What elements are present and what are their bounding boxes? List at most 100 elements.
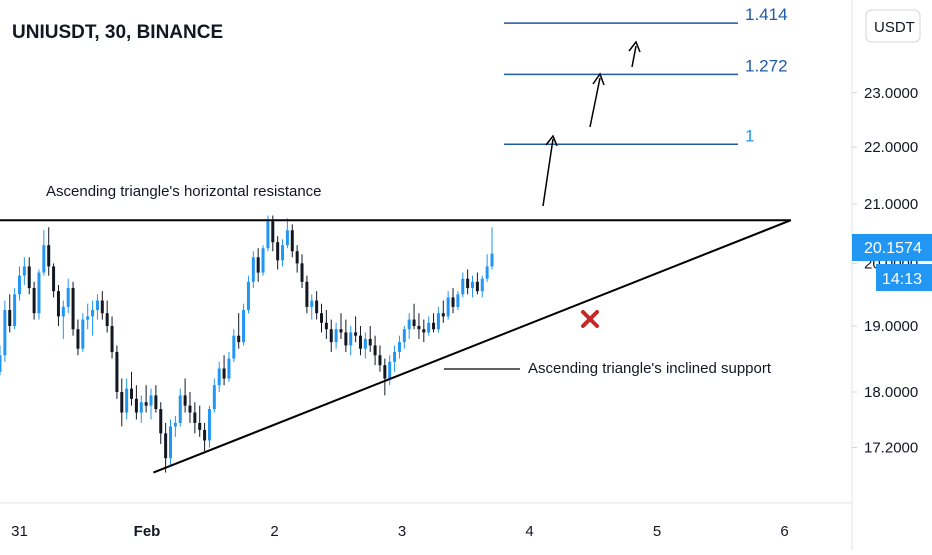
candle (81, 313, 85, 352)
candle (276, 236, 280, 270)
candle (490, 227, 494, 270)
candle (198, 405, 202, 437)
last-price-value: 20.1574 (864, 240, 922, 257)
candle (261, 245, 265, 276)
y-tick-label: 18.0000 (864, 384, 918, 401)
candle (222, 355, 226, 386)
candle (47, 227, 51, 276)
fib-level-label: 1 (745, 126, 754, 145)
candle (427, 316, 431, 336)
fib-level[interactable]: 1.272 (504, 56, 788, 75)
candle (32, 281, 36, 320)
candle (461, 272, 465, 298)
candle (310, 294, 314, 320)
last-price-tag: 20.1574 14:13 (852, 234, 932, 291)
candle (300, 254, 304, 289)
candle (471, 275, 475, 298)
candle (168, 419, 172, 466)
candle (475, 272, 479, 295)
candle (212, 378, 216, 413)
candle-countdown: 14:13 (882, 271, 922, 288)
candle (95, 294, 99, 320)
support-line[interactable] (153, 219, 792, 474)
candle (388, 355, 392, 386)
candle (251, 251, 255, 289)
candle (66, 278, 70, 314)
trendlines-layer (0, 219, 792, 474)
candle (285, 218, 289, 249)
chart-title: UNIUSDT, 30, BINANCE (12, 22, 223, 43)
candle (485, 254, 489, 282)
x-tick-label: Feb (134, 523, 161, 540)
fib-level[interactable]: 1 (504, 126, 754, 145)
candle (154, 385, 158, 413)
candle (105, 300, 109, 333)
candle (480, 275, 484, 298)
fib-level-label: 1.272 (745, 56, 788, 75)
candle (354, 316, 358, 343)
candle (134, 385, 138, 420)
candle (436, 306, 440, 333)
candle (456, 291, 460, 311)
arrow-icon (542, 134, 558, 207)
candle (203, 422, 207, 452)
arrow-icon (589, 72, 605, 128)
candle (334, 322, 338, 349)
x-tick-label: 5 (653, 523, 661, 540)
candle (61, 300, 65, 339)
candle (130, 371, 134, 406)
projection-arrows (542, 40, 641, 207)
candle (242, 303, 246, 346)
candle (466, 269, 470, 295)
y-tick-label: 19.0000 (864, 318, 918, 335)
candle (266, 215, 270, 252)
arrow-icon (628, 40, 641, 68)
candle (441, 300, 445, 323)
x-axis-ticks: 31 Feb 2 3 4 5 6 (11, 523, 789, 540)
candle (305, 275, 309, 314)
candle (120, 378, 124, 427)
candle (271, 215, 275, 252)
candle (349, 325, 353, 356)
candle (56, 284, 60, 326)
candle (86, 303, 90, 330)
candle (76, 319, 80, 356)
candle (217, 361, 221, 392)
y-tick-label: 23.0000 (864, 85, 918, 102)
candle (281, 239, 285, 267)
candle (232, 329, 236, 362)
candle (237, 313, 241, 349)
candle (125, 378, 129, 420)
candle (193, 402, 197, 434)
candle (417, 313, 421, 339)
y-tick-label: 21.0000 (864, 196, 918, 213)
candle (71, 281, 75, 336)
candle (159, 402, 163, 444)
candle (324, 310, 328, 339)
candle (344, 319, 348, 352)
candle (13, 288, 17, 330)
currency-button[interactable]: USDT (865, 9, 921, 43)
candle (227, 351, 231, 382)
candle (422, 319, 426, 343)
candle (8, 294, 12, 333)
x-tick-label: 6 (780, 523, 788, 540)
candle (17, 266, 21, 301)
fib-level[interactable]: 1.414 (504, 5, 788, 24)
support-annotation: Ascending triangle's inclined support (528, 360, 772, 377)
candle (144, 385, 148, 413)
candle (397, 335, 401, 359)
candle (432, 313, 436, 333)
fib-level-label: 1.414 (745, 5, 788, 24)
candle (368, 325, 372, 352)
candle (37, 269, 41, 320)
candle (358, 325, 362, 356)
candle (363, 332, 367, 359)
candle (402, 325, 406, 349)
candle (412, 303, 416, 330)
candle (91, 300, 95, 336)
candle (164, 422, 168, 473)
cross-icon (581, 310, 599, 328)
